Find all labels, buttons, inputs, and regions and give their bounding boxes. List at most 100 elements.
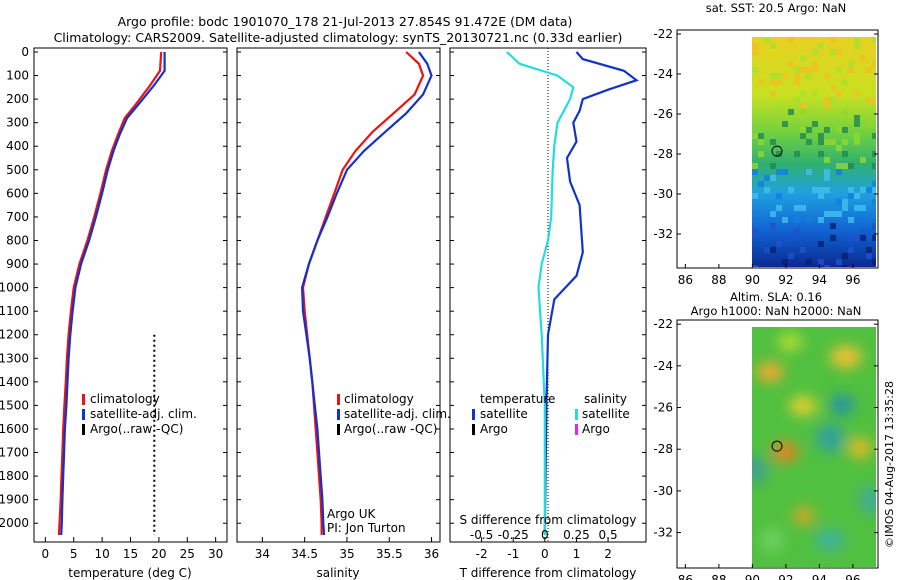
depth-label: 1600 <box>0 422 29 436</box>
lat-tick-label: -28 <box>653 147 673 161</box>
difference-top-ticks: -0.5 -0.25 0 0.25 0.5 <box>470 528 618 542</box>
depth-label: 0 <box>21 45 29 59</box>
difference-xlabel-top: S difference from climatology <box>460 513 637 527</box>
depth-label: 800 <box>6 233 29 247</box>
depth-label: 2000 <box>0 516 29 530</box>
top-tick-label: -0.25 <box>498 528 529 542</box>
lon-tick-label: 92 <box>778 273 793 287</box>
x-tick-label: 15 <box>123 547 138 561</box>
header-line2: Climatology: CARS2009. Satellite-adjuste… <box>54 30 623 45</box>
lat-tick-label: -24 <box>653 359 673 373</box>
temperature-legend: climatology satellite-adj. clim. Argo(..… <box>82 392 197 436</box>
sla-map-frame <box>676 319 879 569</box>
legend-swatch-t-argo <box>472 424 475 435</box>
legend-s-satellite: satellite <box>582 407 630 421</box>
lon-tick-label: 88 <box>711 573 726 580</box>
legend-t-satellite: satellite <box>480 407 528 421</box>
series-s-satellite <box>506 51 575 535</box>
difference-legend: temperature satellite Argo salinity sate… <box>472 392 630 436</box>
x-tick-label: 0 <box>541 547 549 561</box>
lon-tick-label: 96 <box>845 273 860 287</box>
legend-t-argo: Argo <box>480 422 508 436</box>
temperature-xlabel: temperature (deg C) <box>68 566 191 580</box>
legend-swatch-climatology <box>82 394 85 405</box>
difference-x-axis: -2 -1 0 1 2 <box>476 537 612 561</box>
legend-salinity-title: salinity <box>584 392 627 406</box>
series-satellite-adj-clim- <box>300 51 433 536</box>
depth-label: 1500 <box>0 398 29 412</box>
salinity-xlabel: salinity <box>316 566 359 580</box>
lon-tick-label: 92 <box>778 573 793 580</box>
depth-label: 1900 <box>0 493 29 507</box>
x-tick-label: 5 <box>70 547 78 561</box>
legend-climatology: climatology <box>344 392 414 406</box>
x-tick-label: 0 <box>42 547 50 561</box>
float-pi: PI: Jon Turton <box>327 521 406 535</box>
lat-tick-label: -32 <box>653 227 673 241</box>
depth-label: 700 <box>6 210 29 224</box>
salinity-x-axis: 34 34.5 35 35.5 36 <box>255 537 439 561</box>
watermark: ©IMOS 04-Aug-2017 13:35:28 <box>883 381 896 548</box>
legend-swatch-climatology <box>337 394 340 405</box>
difference-xlabel: T difference from climatology <box>459 566 637 580</box>
depth-label: 100 <box>6 69 29 83</box>
sla-field <box>752 327 876 567</box>
header-line1: Argo profile: bodc 1901070_178 21-Jul-20… <box>118 14 573 29</box>
sst-map-frame <box>676 29 879 269</box>
x-tick-label: 35 <box>339 547 354 561</box>
salinity-panel: 34 34.5 35 35.5 36 salinity climatology sate… <box>236 47 451 580</box>
depth-label: 1400 <box>0 375 29 389</box>
x-tick-label: -2 <box>476 547 488 561</box>
series-satellite-adj-clim- <box>60 52 166 536</box>
lon-tick-label: 86 <box>678 273 693 287</box>
top-tick-label: -0.5 <box>470 528 493 542</box>
lat-tick-label: -32 <box>653 526 673 540</box>
x-tick-label: 34.5 <box>291 547 318 561</box>
sla-lat-axis: -22 -24 -26 -28 -30 -32 <box>653 317 878 540</box>
x-tick-label: 36 <box>424 547 439 561</box>
legend-s-argo: Argo <box>582 422 610 436</box>
lat-tick-label: -28 <box>653 442 673 456</box>
lat-tick-label: -26 <box>653 401 673 415</box>
depth-label: 300 <box>6 116 29 130</box>
lat-tick-label: -22 <box>653 317 673 331</box>
lon-tick-label: 90 <box>745 273 760 287</box>
temperature-panel: 0100200300400500600700800900100011001200… <box>0 45 228 580</box>
sst-lat-axis: -22 -24 -26 -28 -30 -32 <box>653 27 878 241</box>
lon-tick-label: 86 <box>678 573 693 580</box>
lat-tick-label: -22 <box>653 27 673 41</box>
depth-label: 900 <box>6 257 29 271</box>
float-owner: Argo UK <box>327 507 376 521</box>
lon-tick-label: 90 <box>745 573 760 580</box>
legend-climatology: climatology <box>90 392 160 406</box>
sst-texture <box>752 37 876 267</box>
lon-tick-label: 96 <box>845 573 860 580</box>
depth-label: 500 <box>6 163 29 177</box>
sst-map-title: sat. SST: 20.5 Argo: NaN <box>706 1 847 15</box>
legend-swatch-s-argo <box>575 424 578 435</box>
legend-swatch-t-satellite <box>472 409 475 420</box>
x-tick-label: 34 <box>255 547 270 561</box>
legend-argo: Argo(..raw -QC) <box>90 422 183 436</box>
depth-axis-temperature: 0 100 200 300 400 500 600 700 800 900 1000 1100 1200… <box>0 45 227 530</box>
legend-swatch-argo <box>337 424 340 435</box>
sla-map-panel: Altim. SLA: 0.16 Argo h1000: NaN h2000: … <box>653 290 879 580</box>
argo-position-marker <box>771 440 783 452</box>
legend-swatch-argo <box>82 424 85 435</box>
depth-label: 1100 <box>0 304 29 318</box>
legend-satellite: satellite-adj. clim. <box>344 407 451 421</box>
sst-map-panel: sat. SST: 20.5 Argo: NaN 86 88 90 92 94 96 -2… <box>653 1 879 287</box>
depth-label: 400 <box>6 139 29 153</box>
legend-temperature-title: temperature <box>480 392 555 406</box>
argo-position-marker <box>771 145 783 157</box>
legend-swatch-satellite <box>82 409 85 420</box>
legend-swatch-satellite <box>337 409 340 420</box>
series-t-satellite <box>543 51 639 536</box>
legend-satellite: satellite-adj. clim. <box>90 407 197 421</box>
top-tick-label: 0.25 <box>563 528 590 542</box>
series-climatology <box>301 51 425 535</box>
top-tick-label: 0 <box>541 528 549 542</box>
depth-label: 1000 <box>0 281 29 295</box>
depth-label: 600 <box>6 186 29 200</box>
